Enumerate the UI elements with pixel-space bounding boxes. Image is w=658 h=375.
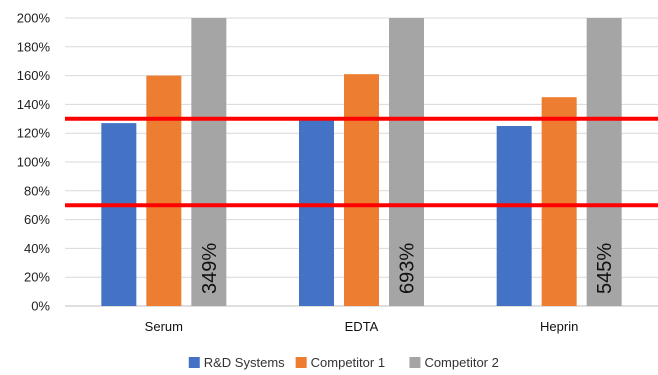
bar-r-d-systems-edta bbox=[299, 117, 334, 306]
legend-item: R&D Systems bbox=[188, 355, 285, 370]
y-tick-label: 20% bbox=[24, 270, 50, 285]
y-tick-label: 60% bbox=[24, 212, 50, 227]
data-labels: 349% 693% 545% bbox=[199, 243, 616, 294]
x-category-label: EDTA bbox=[345, 319, 379, 334]
bar-competitor-1-edta bbox=[344, 74, 379, 306]
legend: R&D Systems Competitor 1 Competitor 2 bbox=[188, 355, 499, 370]
x-category-label: Heprin bbox=[540, 319, 578, 334]
legend-swatch bbox=[188, 357, 200, 368]
y-tick-label: 80% bbox=[24, 183, 50, 198]
reference-lines bbox=[65, 116, 658, 208]
y-tick-label: 120% bbox=[17, 126, 51, 141]
y-tick-label: 0% bbox=[31, 299, 50, 314]
bar-competitor-2-heprin bbox=[586, 18, 622, 306]
legend-label: R&D Systems bbox=[204, 355, 285, 370]
bar-competitor-1-serum bbox=[146, 75, 182, 306]
bar-r-d-systems-serum bbox=[101, 123, 137, 307]
y-tick-label: 40% bbox=[24, 241, 50, 256]
y-tick-label: 160% bbox=[17, 68, 51, 83]
y-tick-label: 140% bbox=[17, 97, 51, 112]
bars bbox=[101, 18, 622, 307]
data-label: 693% bbox=[397, 243, 419, 294]
bar-competitor-2-edta bbox=[389, 18, 424, 306]
y-tick-label: 180% bbox=[17, 39, 51, 54]
data-label: 545% bbox=[594, 243, 616, 294]
legend-label: Competitor 1 bbox=[311, 355, 385, 370]
legend-label: Competitor 2 bbox=[424, 355, 498, 370]
legend-swatch bbox=[295, 357, 307, 368]
bar-r-d-systems-heprin bbox=[496, 126, 532, 306]
x-category-label: Serum bbox=[145, 319, 183, 334]
legend-swatch bbox=[409, 357, 421, 368]
legend-item: Competitor 2 bbox=[409, 355, 499, 370]
data-label: 349% bbox=[199, 243, 221, 294]
y-tick-label: 200% bbox=[17, 11, 51, 26]
bar-competitor-1-heprin bbox=[541, 97, 577, 306]
bar-competitor-2-serum bbox=[191, 18, 227, 306]
legend-item: Competitor 1 bbox=[295, 355, 385, 370]
y-axis-ticks: 0% 20% 40% 60% 80% 100% 120% 140% 160% 180% 200% bbox=[17, 11, 51, 314]
x-axis: Serum EDTA Heprin bbox=[145, 319, 579, 334]
y-tick-label: 100% bbox=[17, 155, 51, 170]
